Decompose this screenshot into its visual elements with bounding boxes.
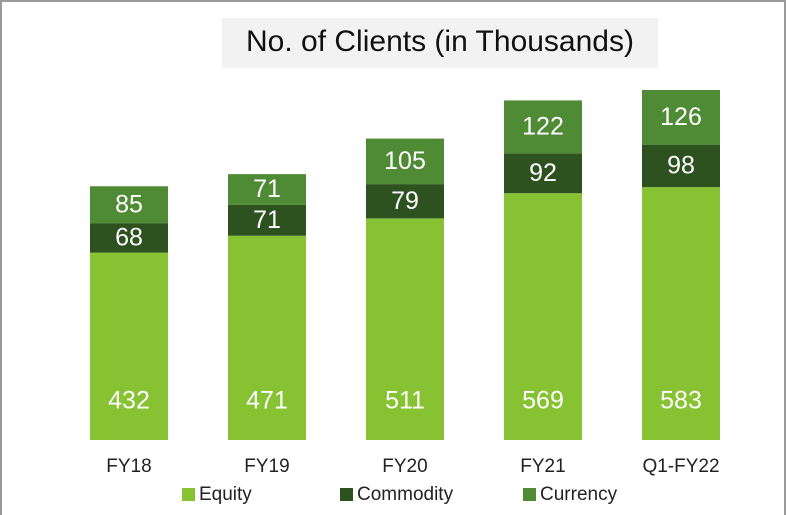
bar-segment: [642, 90, 720, 145]
data-label: 569: [522, 387, 564, 415]
data-label: 79: [391, 187, 419, 215]
bar-segment: [228, 174, 306, 205]
bar-segment: [90, 223, 168, 253]
legend-swatch: [523, 488, 536, 501]
bar-segment: [228, 235, 306, 440]
x-tick-label: FY18: [106, 456, 151, 477]
legend-label: Currency: [540, 484, 618, 505]
bar-segment: [228, 204, 306, 236]
data-label: 68: [115, 224, 143, 252]
bar-segment: [504, 100, 582, 154]
bar-segment: [642, 144, 720, 188]
bar-segment: [366, 218, 444, 440]
chart-title: No. of Clients (in Thousands): [246, 25, 634, 58]
legend-swatch: [182, 488, 195, 501]
data-label: 432: [108, 387, 150, 415]
data-label: 126: [660, 103, 702, 131]
data-label: 92: [529, 159, 557, 187]
data-label: 98: [667, 152, 695, 180]
x-tick-label: FY19: [244, 456, 289, 477]
bar-segment: [504, 153, 582, 194]
data-label: 511: [385, 387, 425, 415]
bar-segment: [504, 193, 582, 440]
bar-segment: [642, 187, 720, 440]
data-label: 71: [253, 206, 281, 234]
bar-segment: [90, 252, 168, 440]
data-label: 583: [660, 387, 702, 415]
data-label: 85: [115, 190, 143, 218]
x-tick-label: Q1-FY22: [642, 456, 719, 477]
legend-label: Equity: [199, 484, 252, 505]
data-label: 71: [253, 175, 281, 203]
bar-segment: [366, 138, 444, 185]
data-label: 122: [522, 112, 564, 140]
data-label: 105: [384, 147, 426, 175]
legend-label: Commodity: [357, 484, 454, 505]
bar-segment: [366, 184, 444, 219]
x-tick-label: FY20: [382, 456, 427, 477]
title-box: [222, 18, 658, 68]
x-tick-label: FY21: [520, 456, 565, 477]
legend-swatch: [340, 488, 353, 501]
bar-segment: [90, 186, 168, 224]
data-label: 471: [246, 387, 288, 415]
